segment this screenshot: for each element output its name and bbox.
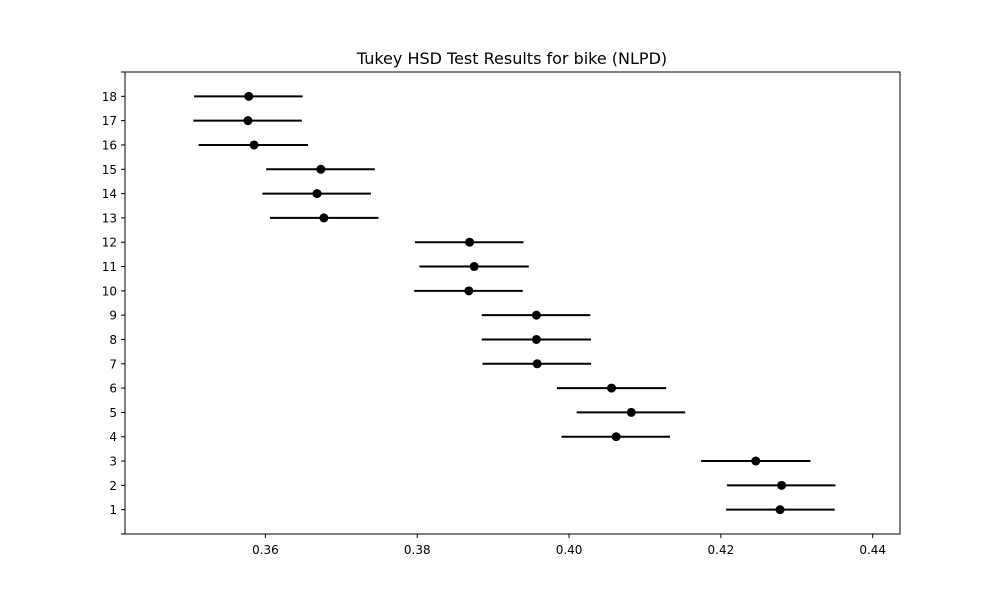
- y-tick-label: 2: [109, 479, 117, 493]
- mean-point-11: [469, 262, 479, 272]
- mean-point-7: [532, 359, 542, 369]
- mean-point-16: [249, 140, 259, 150]
- x-tick-label: 0.38: [404, 543, 431, 557]
- plot-frame: [124, 71, 901, 535]
- y-tick-label: 1: [109, 503, 117, 517]
- x-tick-label: 0.36: [252, 543, 279, 557]
- chart-title: Tukey HSD Test Results for bike (NLPD): [356, 49, 667, 68]
- y-tick-label: 6: [109, 382, 117, 396]
- mean-point-9: [531, 310, 541, 320]
- y-tick-label: 7: [109, 357, 117, 371]
- mean-point-12: [465, 237, 475, 247]
- y-tick-label: 3: [109, 455, 117, 469]
- y-tick-label: 4: [109, 430, 117, 444]
- y-tick-label: 15: [102, 163, 117, 177]
- mean-point-1: [775, 505, 785, 515]
- y-tick-label: 12: [102, 236, 117, 250]
- x-tick-label: 0.40: [556, 543, 583, 557]
- mean-point-17: [243, 116, 253, 126]
- y-tick-label: 18: [102, 90, 117, 104]
- mean-point-18: [244, 91, 254, 101]
- y-tick-label: 8: [109, 333, 117, 347]
- y-tick-label: 14: [102, 187, 117, 201]
- mean-point-4: [611, 432, 621, 442]
- mean-point-3: [751, 456, 761, 466]
- y-tick-label: 17: [102, 114, 117, 128]
- mean-point-14: [312, 189, 322, 199]
- mean-point-2: [777, 480, 787, 490]
- mean-point-5: [626, 407, 636, 417]
- mean-point-8: [531, 334, 541, 344]
- y-tick-label: 11: [102, 260, 117, 274]
- mean-point-6: [607, 383, 617, 393]
- mean-point-10: [464, 286, 474, 296]
- y-tick-label: 13: [102, 211, 117, 225]
- y-tick-label: 5: [109, 406, 117, 420]
- y-tick-label: 16: [102, 138, 117, 152]
- mean-point-13: [319, 213, 329, 223]
- mean-point-15: [316, 164, 326, 174]
- y-tick-label: 10: [102, 284, 117, 298]
- marks-layer: 0.36 0.38 0.40 0.42 0.4412345678910111213141…: [102, 71, 886, 557]
- x-tick-label: 0.44: [859, 543, 886, 557]
- y-tick-label: 9: [109, 309, 117, 323]
- x-tick-label: 0.42: [708, 543, 735, 557]
